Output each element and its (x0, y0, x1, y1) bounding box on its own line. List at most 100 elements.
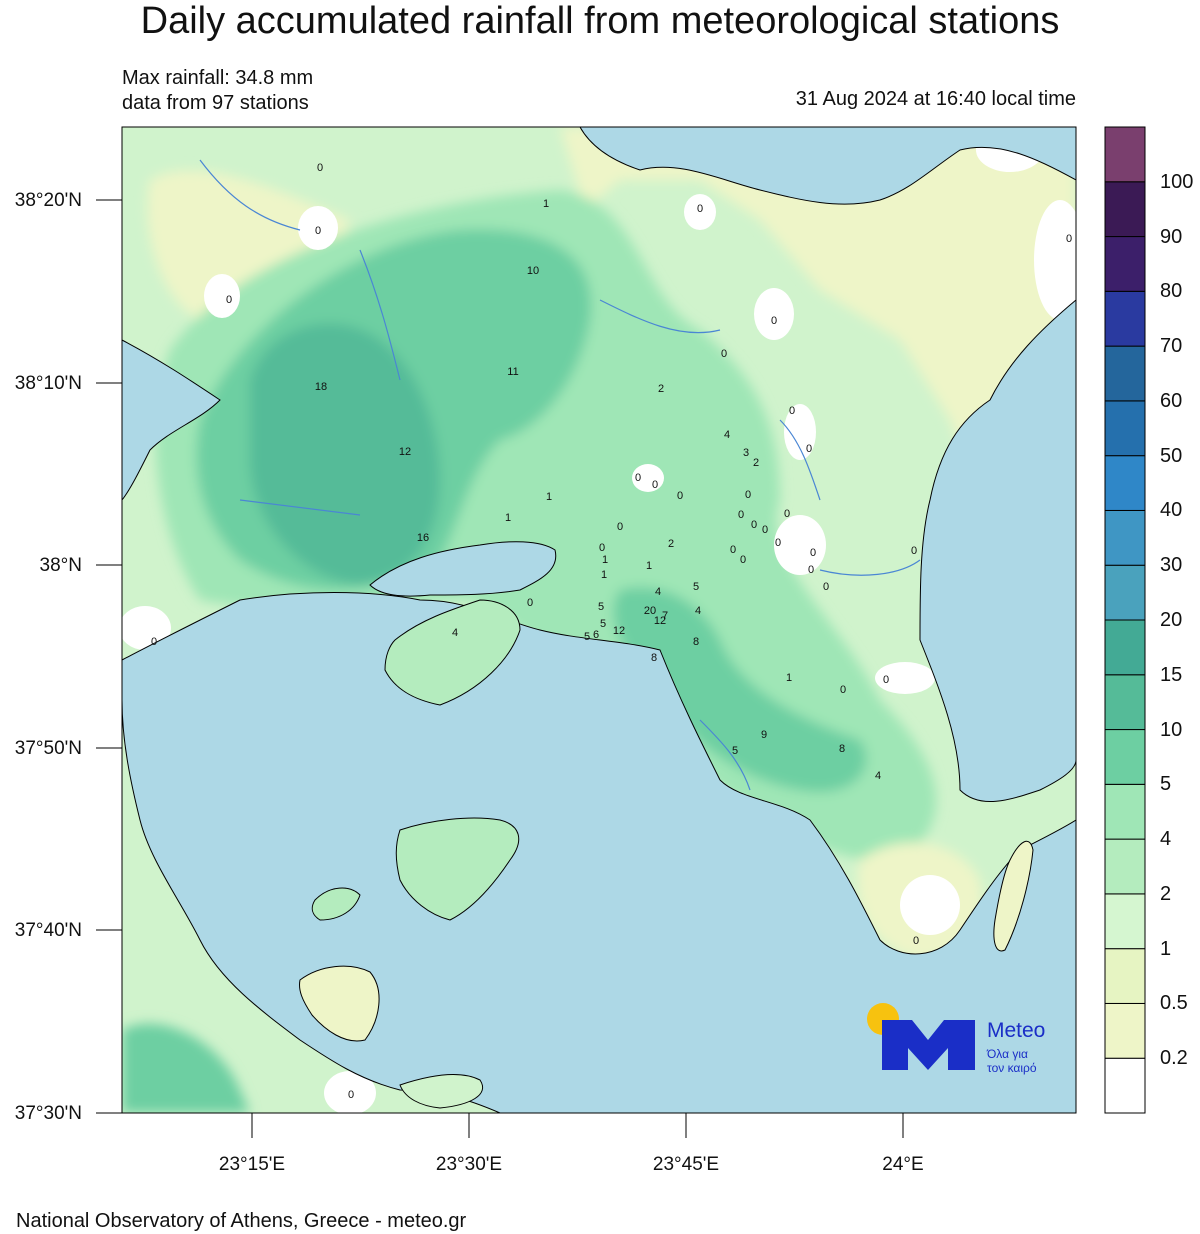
colorbar-swatch (1104, 455, 1146, 511)
station-value: 1 (543, 198, 549, 210)
colorbar-swatch (1104, 893, 1146, 950)
station-value: 0 (771, 315, 777, 327)
salamina-island (384, 599, 521, 706)
map-area: 0 0 0 1 0 0 10 0 11 0 18 2 0 4 0 3 2 12 … (122, 127, 1076, 1113)
colorbar-label: 0.2 (1160, 1047, 1188, 1070)
max-rainfall-info: Max rainfall: 34.8 mm data from 97 stati… (122, 66, 313, 116)
station-value: 1 (602, 554, 608, 566)
station-value: 20 (644, 605, 656, 617)
station-value: 4 (695, 605, 701, 617)
station-value: 8 (693, 636, 699, 648)
station-value: 0 (911, 545, 917, 557)
station-value: 0 (883, 674, 889, 686)
stations-count-text: data from 97 stations (122, 92, 309, 114)
colorbar-swatch (1104, 236, 1146, 292)
colorbar-label: 90 (1160, 225, 1183, 248)
station-value: 6 (593, 629, 599, 641)
station-value: 2 (668, 538, 674, 550)
agistri-island (311, 887, 361, 921)
methana-peninsula (299, 965, 380, 1042)
station-value: 0 (635, 472, 641, 484)
lon-label: 23°30'E (435, 1154, 503, 1175)
station-value: 0 (738, 509, 744, 521)
station-value: 9 (761, 729, 767, 741)
colorbar-swatch (1104, 181, 1146, 238)
colorbar-label: 5 (1160, 773, 1172, 796)
lon-label: 23°45'E (652, 1154, 720, 1175)
colorbar-label: 15 (1160, 663, 1183, 686)
lat-label: 38°20'N (14, 190, 82, 211)
station-value: 0 (617, 521, 623, 533)
colorbar-swatch (1104, 509, 1146, 566)
colorbar-label: 30 (1160, 554, 1183, 577)
station-value: 0 (677, 490, 683, 502)
station-value: 5 (598, 601, 604, 613)
station-value: 2 (753, 457, 759, 469)
station-values: 0 0 0 1 0 0 10 0 11 0 18 2 0 4 0 3 2 12 … (151, 162, 1072, 1101)
elefsina-bay (369, 541, 557, 597)
poros-island (399, 1074, 483, 1109)
zone-green-south (613, 587, 867, 792)
station-value: 16 (417, 532, 429, 544)
station-value: 12 (613, 625, 625, 637)
islands (299, 599, 1034, 1109)
m-logo-icon (882, 1020, 975, 1070)
station-value: 8 (651, 652, 657, 664)
station-value: 0 (810, 547, 816, 559)
station-value: 0 (730, 544, 736, 556)
lat-label: 37°40'N (14, 920, 82, 941)
station-value: 0 (317, 162, 323, 174)
lon-label: 23°15'E (218, 1154, 286, 1175)
colorbar-swatch (1104, 345, 1146, 402)
station-value: 5 (584, 631, 590, 643)
colorbar-swatch (1104, 564, 1146, 621)
station-value: 1 (786, 672, 792, 684)
station-value: 1 (505, 512, 511, 524)
colorbar-label: 10 (1160, 718, 1183, 741)
station-value: 0 (745, 489, 751, 501)
lon-label: 24°E (882, 1154, 924, 1175)
meteo-logo: Meteo Όλα για τον καιρό (867, 1003, 1045, 1075)
station-value: 0 (840, 684, 846, 696)
zone-green-sw (122, 1023, 250, 1113)
station-value: 0 (751, 519, 757, 531)
station-value: 7 (662, 610, 668, 622)
colorbar-label: 20 (1160, 609, 1183, 631)
colorbar-swatch (1104, 1002, 1146, 1059)
station-value: 0 (226, 294, 232, 306)
corinth-gulf (122, 339, 221, 501)
colorbar-label: 0.5 (1160, 992, 1188, 1015)
station-value: 3 (743, 447, 749, 459)
lat-label: 37°50'N (14, 738, 82, 759)
colorbar-swatch (1104, 783, 1146, 840)
zone-green-10 (250, 323, 440, 585)
colorbar-label: 70 (1160, 335, 1183, 358)
station-value: 0 (697, 203, 703, 215)
colorbar-label: 60 (1160, 389, 1183, 412)
aegina-island (395, 817, 520, 921)
station-value: 2 (658, 383, 664, 395)
colorbar-label: 2 (1160, 882, 1172, 905)
colorbar-label: 4 (1160, 828, 1172, 851)
colorbar-swatch (1104, 1057, 1146, 1114)
station-value: 0 (784, 508, 790, 520)
axis-ticks (96, 199, 904, 1138)
station-value: 0 (599, 542, 605, 554)
map-title: Daily accumulated rainfall from meteorol… (140, 0, 1060, 42)
colorbar-swatch (1104, 619, 1146, 676)
station-value: 0 (315, 225, 321, 237)
station-value: 0 (151, 636, 157, 648)
logo-tagline-line1: Όλα για (986, 1047, 1028, 1061)
colorbar-swatch (1104, 674, 1146, 731)
station-value: 0 (806, 443, 812, 455)
station-value: 0 (348, 1089, 354, 1101)
colorbar (1104, 126, 1146, 1114)
colorbar-label: 50 (1160, 444, 1183, 467)
east-sea (919, 299, 1076, 803)
lat-label: 38°N (39, 555, 82, 576)
station-value: 5 (693, 581, 699, 593)
station-value: 18 (315, 381, 327, 393)
station-value: 5 (732, 745, 738, 757)
colorbar-swatch (1104, 400, 1146, 457)
